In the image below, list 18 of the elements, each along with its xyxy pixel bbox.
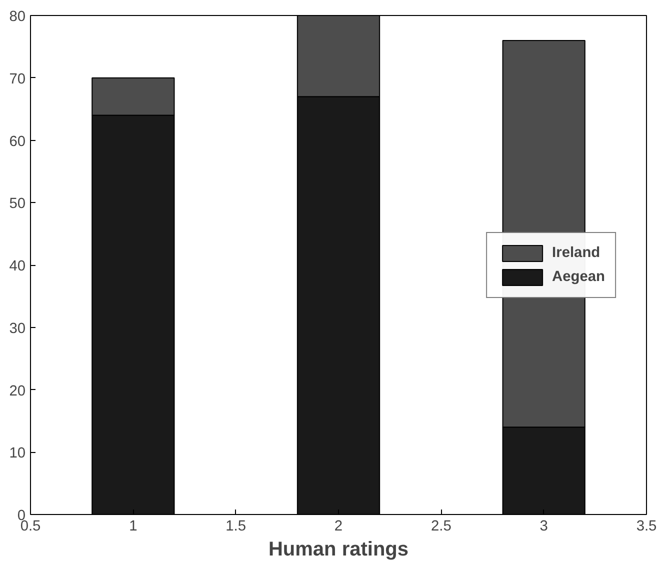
x-tick-label: 2 (334, 518, 343, 534)
y-tick-label: 60 (9, 134, 26, 150)
x-tick-label: 3 (540, 518, 548, 534)
y-tick-label: 30 (9, 320, 26, 337)
x-tick-label: 2.5 (430, 518, 452, 534)
x-tick-label: 0.5 (20, 518, 41, 534)
y-tick-label: 70 (9, 71, 26, 88)
x-axis-title: Human ratings (268, 538, 409, 560)
x-tick-label: 3.5 (636, 518, 657, 534)
y-tick-label: 50 (9, 196, 26, 212)
legend-label: Aegean (552, 268, 605, 284)
x-tick-label: 1 (129, 518, 138, 534)
y-tick-label: 40 (9, 258, 26, 274)
y-tick-label: 80 (9, 9, 26, 25)
legend-label: Ireland (552, 244, 600, 260)
y-tick-label: 20 (9, 383, 26, 400)
x-tick-label: 1.5 (226, 518, 246, 534)
y-tick-label: 10 (9, 446, 26, 462)
